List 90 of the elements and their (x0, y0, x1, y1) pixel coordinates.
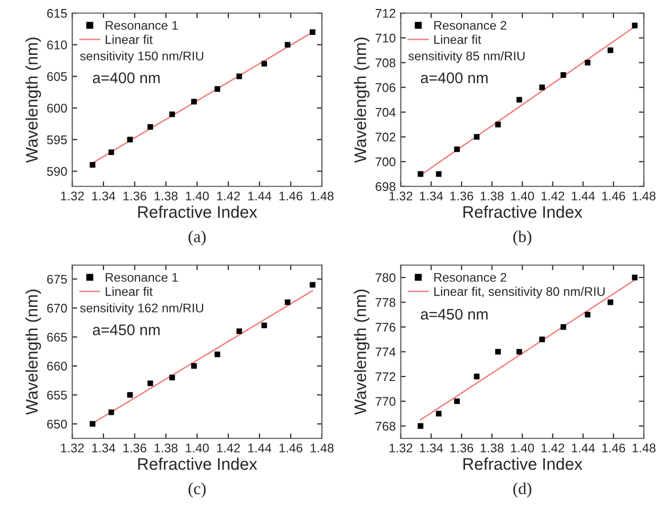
annotation: sensitivity 162 nm/RIU (80, 303, 204, 315)
y-tick-label: 774 (376, 348, 396, 356)
x-tick-label: 1.42 (217, 192, 240, 200)
y-tick-label: 665 (47, 332, 67, 342)
annotation: sensitivity 150 nm/RIU (80, 51, 204, 63)
x-tick-label: 1.38 (154, 444, 178, 452)
x-tick-label: 1.44 (572, 444, 595, 452)
x-tick-label: 1.40 (186, 444, 209, 452)
y-tick-label: 772 (376, 372, 396, 382)
x-tick-label: 1.48 (310, 444, 334, 452)
text: (c) (188, 482, 206, 498)
y-axis-title: Wavelength (nm) (354, 290, 370, 415)
text: (a) (188, 230, 206, 246)
x-tick-label: 1.34 (420, 192, 443, 200)
y-tick-label: 595 (47, 135, 67, 144)
legend-label: Resonance 1 (106, 21, 178, 30)
y-tick-label: 776 (376, 322, 396, 332)
x-tick-label: 1.34 (92, 444, 116, 452)
x-tick-label: 1.44 (572, 192, 595, 200)
x-tick-label: 1.32 (61, 444, 84, 452)
x-tick-label: 1.32 (61, 192, 84, 200)
legend-label: Linear fit, sensitivity 80 nm/RIU (434, 286, 605, 298)
y-tick-label: 702 (376, 132, 396, 142)
annotation: a=400 nm (92, 72, 160, 84)
x-tick-label: 1.36 (450, 192, 474, 200)
y-axis-title: Wavelength (nm) (25, 290, 41, 415)
y-axis-title: Wavelength (nm) (25, 38, 41, 163)
x-axis-title: Refractive Index (138, 458, 258, 470)
y-tick-label: 768 (376, 422, 396, 431)
x-axis-title: Refractive Index (463, 206, 582, 218)
x-axis-title: Refractive Index (138, 206, 258, 218)
x-tick-label: 1.36 (450, 444, 474, 452)
y-axis-title: Wavelength (nm) (354, 38, 370, 163)
y-tick-label: 605 (47, 72, 67, 82)
x-tick-label: 1.42 (541, 192, 564, 200)
y-tick-label: 660 (47, 362, 67, 371)
legend-label: Resonance 2 (434, 20, 506, 30)
y-tick-label: 590 (47, 167, 67, 176)
x-tick-label: 1.34 (92, 192, 116, 200)
text: (b) (513, 230, 532, 246)
y-tick-label: 712 (376, 8, 396, 18)
y-tick-label: 704 (376, 108, 396, 117)
x-axis-title: Refractive Index (463, 458, 582, 470)
legend-label: Resonance 1 (106, 273, 178, 282)
legend-label: Linear fit (106, 34, 153, 44)
y-tick-label: 710 (376, 34, 396, 43)
x-tick-label: 1.42 (217, 444, 240, 452)
x-tick-label: 1.44 (248, 444, 272, 452)
y-tick-label: 770 (376, 397, 396, 406)
x-tick-label: 1.40 (511, 192, 534, 200)
annotation: a=400 nm (420, 72, 488, 84)
x-tick-label: 1.46 (280, 444, 302, 452)
x-tick-label: 1.48 (632, 192, 656, 200)
x-tick-label: 1.38 (154, 192, 178, 200)
x-tick-label: 1.46 (280, 192, 302, 200)
annotation: sensitivity 85 nm/RIU (408, 51, 524, 63)
x-tick-label: 1.38 (480, 192, 504, 200)
y-tick-label: 780 (376, 273, 396, 282)
x-tick-label: 1.36 (123, 444, 146, 452)
y-tick-label: 675 (47, 274, 67, 284)
x-tick-label: 1.44 (248, 192, 272, 200)
x-tick-label: 1.32 (390, 192, 412, 200)
annotation: a=450 nm (92, 324, 160, 336)
x-tick-label: 1.40 (511, 444, 534, 452)
x-tick-label: 1.40 (186, 192, 209, 200)
text: (d) (513, 482, 532, 498)
x-tick-label: 1.38 (480, 444, 504, 452)
y-tick-label: 655 (47, 390, 67, 400)
y-tick-label: 706 (376, 83, 396, 92)
x-tick-label: 1.42 (541, 444, 564, 452)
legend-label: Resonance 2 (434, 272, 506, 282)
x-tick-label: 1.36 (123, 192, 146, 200)
y-tick-label: 610 (47, 40, 67, 50)
x-tick-label: 1.48 (632, 444, 656, 452)
y-tick-label: 698 (376, 182, 396, 192)
y-tick-label: 708 (376, 58, 396, 68)
legend-label: Linear fit (106, 286, 153, 296)
y-tick-label: 615 (47, 8, 67, 18)
y-tick-label: 650 (47, 420, 67, 429)
x-tick-label: 1.46 (602, 444, 626, 452)
x-tick-label: 1.48 (310, 192, 334, 200)
x-tick-label: 1.32 (390, 444, 412, 452)
y-tick-label: 700 (376, 157, 396, 166)
annotation: a=450 nm (420, 308, 488, 320)
y-tick-label: 778 (376, 298, 396, 307)
x-tick-label: 1.34 (420, 444, 443, 452)
y-tick-label: 600 (47, 104, 67, 113)
legend-label: Linear fit (434, 34, 482, 44)
x-tick-label: 1.46 (602, 192, 626, 200)
y-tick-label: 670 (47, 304, 67, 313)
